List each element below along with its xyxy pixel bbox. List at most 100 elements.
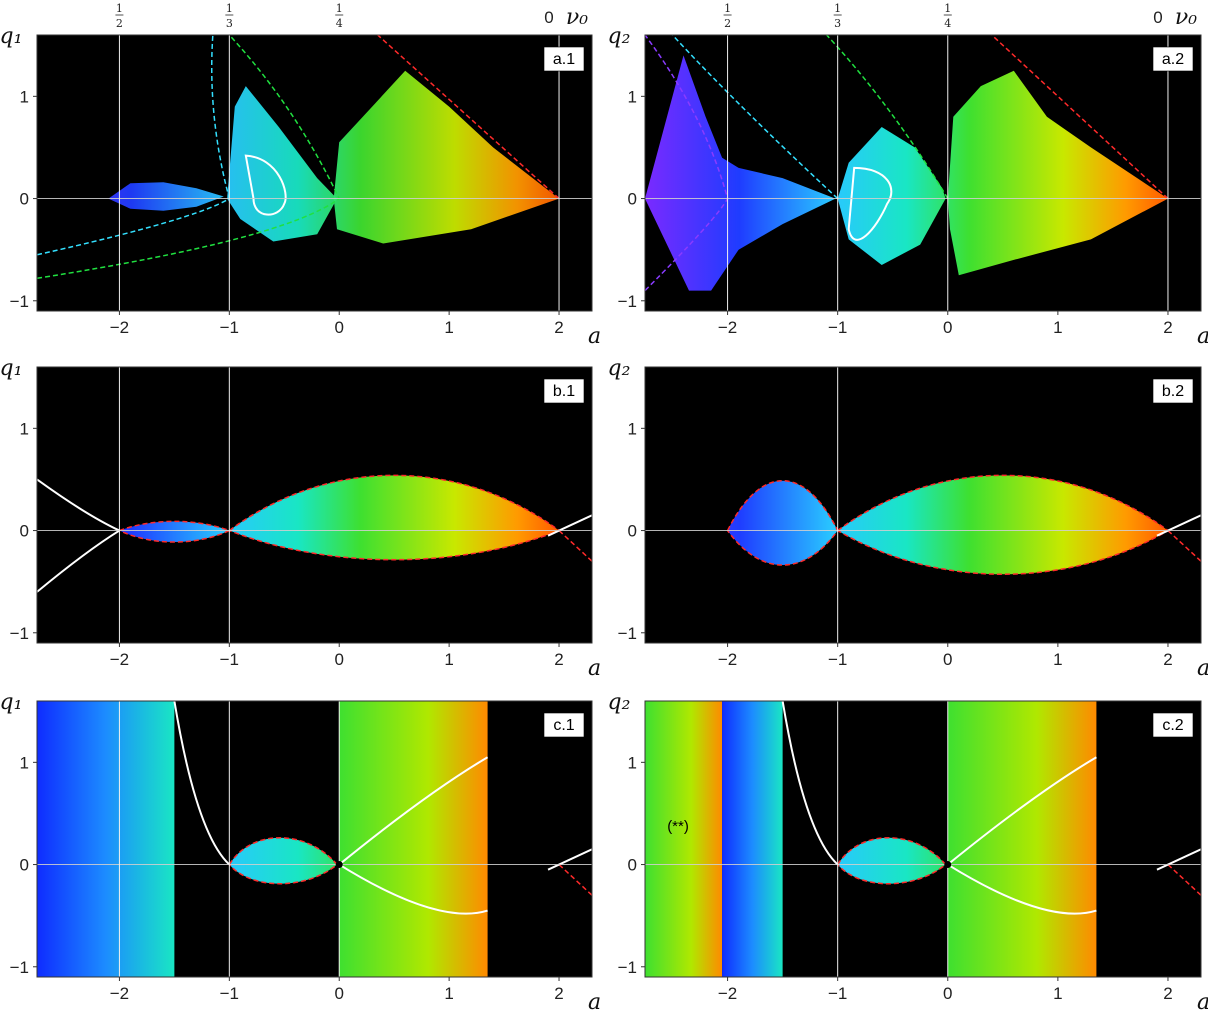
resonance-curve-third — [826, 35, 949, 199]
fixed-point — [944, 861, 952, 869]
y-tick-label: 0 — [628, 190, 637, 209]
panel-label-box — [1152, 46, 1194, 72]
x-tick-label: 1 — [444, 650, 453, 669]
lobe-0 — [119, 521, 230, 543]
x-tick-label: −1 — [828, 984, 847, 1003]
y-tick-label: 0 — [20, 856, 29, 875]
x-axis-label: a — [1197, 324, 1208, 349]
x-tick-label: −2 — [110, 650, 129, 669]
y-tick-label: −1 — [10, 624, 29, 643]
top-tick-denominator: 4 — [944, 17, 951, 30]
plot-frame — [36, 34, 593, 312]
separatrix-lower — [338, 863, 488, 915]
panel-label-box — [543, 46, 585, 72]
band-0 — [37, 701, 175, 977]
y-tick-label: −1 — [10, 958, 29, 977]
x-tick-label: −1 — [220, 318, 239, 337]
x-tick-label: 0 — [334, 318, 343, 337]
panel-a1: −2 −1 0 1 2 −1 0 1 a q₁ a.1 1 2 1 3 1 4 0 ν₀ — [0, 2, 601, 349]
panel-label: b.1 — [553, 383, 575, 400]
y-tick-label: 0 — [628, 522, 637, 541]
plot-frame — [644, 366, 1202, 644]
x-tick-label: 1 — [1053, 984, 1062, 1003]
panel-label-box — [1152, 378, 1194, 404]
x-tick-label: 2 — [1163, 318, 1172, 337]
separatrix-upper — [37, 478, 120, 532]
top-tick-numerator: 1 — [834, 2, 841, 15]
y-tick-label: 0 — [20, 190, 29, 209]
lobe-1 — [229, 475, 560, 560]
top-tick-numerator: 1 — [944, 2, 951, 15]
annotation-label: (**) — [667, 818, 689, 835]
lobe-0 — [727, 480, 838, 566]
y-tick-label: 1 — [628, 87, 637, 106]
band-2 — [947, 701, 1097, 977]
boundary-line-red — [377, 35, 560, 200]
top-tick-denominator: 2 — [724, 17, 731, 30]
x-tick-label: 0 — [943, 318, 952, 337]
y-tick-label: 1 — [20, 419, 29, 438]
y-axis-label: q₂ — [608, 356, 631, 381]
x-tick-label: 0 — [943, 984, 952, 1003]
x-tick-label: 0 — [334, 650, 343, 669]
y-tick-label: −1 — [618, 958, 637, 977]
band-1 — [339, 701, 488, 977]
y-tick-label: −1 — [10, 292, 29, 311]
plot-area: (**) — [645, 701, 1201, 977]
x-tick-label: 0 — [334, 984, 343, 1003]
y-tick-label: 1 — [20, 753, 29, 772]
y-tick-label: 0 — [20, 522, 29, 541]
x-axis-label: a — [1197, 656, 1208, 681]
x-axis-label: a — [588, 990, 601, 1015]
x-tick-label: 1 — [444, 984, 453, 1003]
separatrix-line — [547, 848, 592, 871]
top-tick-denominator: 4 — [336, 17, 343, 30]
plot-frame — [36, 700, 593, 978]
top-tick-numerator: 1 — [724, 2, 731, 15]
y-axis-label: q₁ — [0, 690, 22, 715]
band-0 — [645, 701, 723, 977]
panel-c1: −2 −1 0 1 2 −1 0 1 a q₁ c.1 — [0, 690, 601, 1015]
y-axis-label: q₂ — [608, 24, 631, 49]
resonance-curve-third — [37, 35, 341, 280]
top-tick-denominator: 3 — [834, 17, 841, 30]
x-tick-label: −1 — [220, 650, 239, 669]
plot-frame — [644, 700, 1202, 978]
panel-label: a.1 — [553, 51, 575, 68]
x-axis-label: a — [588, 656, 601, 681]
y-axis-label: q₁ — [0, 356, 22, 381]
separatrix-line — [1156, 848, 1201, 871]
panel-label: b.2 — [1162, 383, 1184, 400]
separatrix-lower — [37, 529, 120, 593]
panel-a2: −2 −1 0 1 2 −1 0 1 a q₂ a.2 1 2 1 3 1 4 0 ν₀ — [608, 2, 1208, 349]
band-1 — [722, 701, 783, 977]
panel-b2: −2 −1 0 1 2 −1 0 1 a q₂ b.2 — [608, 356, 1208, 681]
plot-frame — [36, 366, 593, 644]
x-axis-label: a — [588, 324, 601, 349]
lobe-1 — [837, 475, 1168, 575]
plot-area — [37, 367, 592, 643]
plot-area — [37, 35, 592, 311]
resonance-curve-half — [671, 35, 839, 200]
separatrix-line — [1156, 514, 1201, 537]
y-tick-label: −1 — [618, 292, 637, 311]
x-tick-label: 2 — [1163, 984, 1172, 1003]
top-axis-variable: ν₀ — [566, 5, 588, 30]
separatrix-left — [781, 701, 839, 866]
plot-area — [645, 35, 1201, 311]
x-tick-label: −2 — [718, 318, 737, 337]
x-tick-label: 1 — [444, 318, 453, 337]
top-axis-variable: ν₀ — [1175, 5, 1197, 30]
region-green-orange — [333, 70, 559, 244]
separatrix-loop — [244, 154, 287, 216]
x-tick-label: 1 — [1053, 650, 1062, 669]
y-axis-label: q₂ — [608, 690, 631, 715]
plot-frame — [644, 34, 1202, 312]
panel-label-box — [543, 378, 585, 404]
lobe-boundary-0 — [117, 520, 232, 543]
panel-c2: (**) −2 −1 0 1 2 −1 0 1 a q₂ c.2 — [608, 690, 1208, 1015]
separatrix-upper — [947, 756, 1097, 866]
x-tick-label: 2 — [554, 650, 563, 669]
top-tick-denominator: 2 — [116, 17, 123, 30]
region-2 — [947, 70, 1168, 276]
